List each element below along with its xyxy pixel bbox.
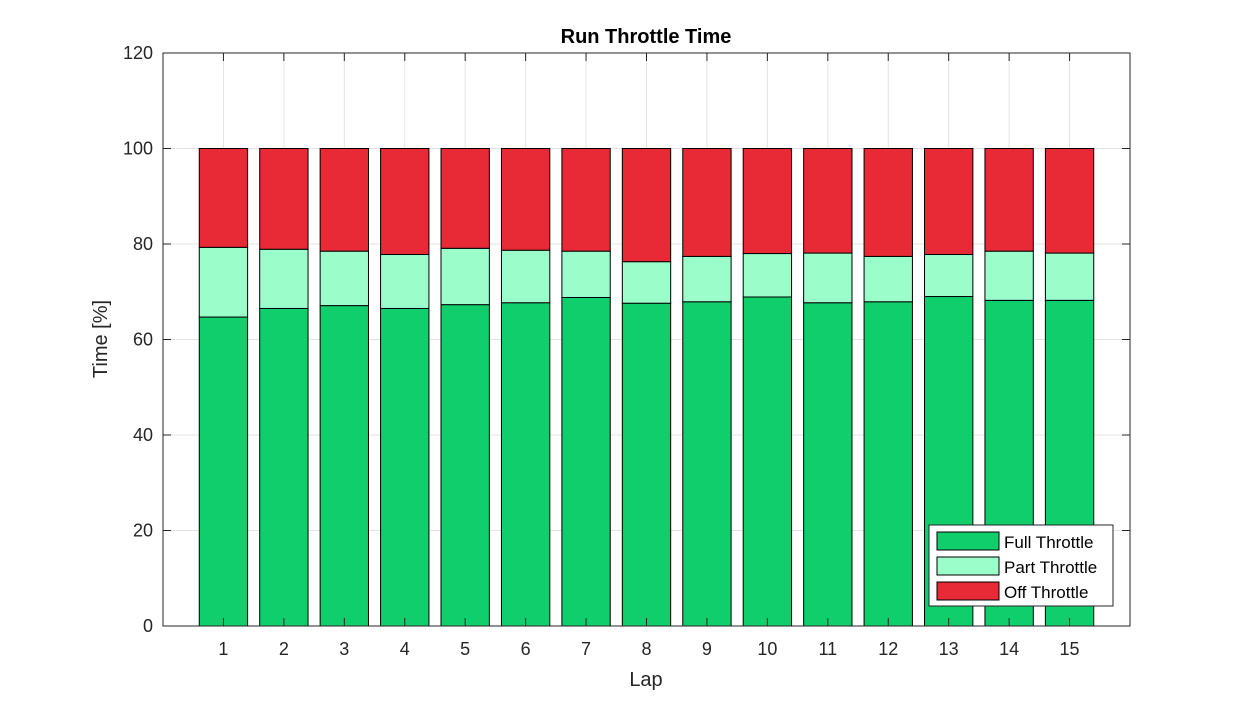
bar-off-throttle-lap-13 (924, 148, 974, 256)
bar-off-throttle-lap-2 (259, 148, 309, 250)
legend-swatch-part-throttle (936, 556, 1000, 576)
bar-part-throttle-lap-15 (1044, 252, 1095, 301)
legend-swatch-full-throttle (936, 531, 1000, 551)
bar-off-throttle-lap-10 (742, 148, 793, 255)
x-tick-label: 13 (939, 639, 959, 659)
x-axis-label: Lap (629, 669, 662, 691)
x-tick-label: 4 (400, 639, 410, 659)
bar-full-throttle-lap-6 (500, 302, 551, 627)
x-tick-label: 15 (1060, 639, 1080, 659)
x-tick-label: 2 (279, 639, 289, 659)
bar-part-throttle-lap-9 (682, 255, 732, 303)
legend-label-full-throttle: Full Throttle (1004, 533, 1093, 552)
x-tick-label: 12 (878, 639, 898, 659)
bar-full-throttle-lap-7 (561, 296, 611, 627)
axis-ticks (163, 52, 1130, 627)
bar-full-throttle-lap-11 (803, 302, 853, 627)
bar-full-throttle-lap-1 (198, 316, 249, 627)
x-tick-label: 14 (999, 639, 1019, 659)
bar-part-throttle-lap-13 (924, 254, 974, 298)
x-tick-label: 9 (702, 639, 712, 659)
bar-part-throttle-lap-5 (440, 247, 490, 306)
y-tick-labels: 0 20 40 60 80 100 120 (123, 43, 153, 636)
x-tick-label: 10 (757, 639, 777, 659)
bar-off-throttle-lap-7 (561, 148, 611, 252)
bar-full-throttle-lap-9 (682, 301, 732, 627)
bar-part-throttle-lap-3 (319, 250, 369, 307)
legend: Full Throttle Part Throttle Off Throttle (928, 524, 1114, 607)
legend-swatch-off-throttle (936, 581, 1000, 601)
bar-off-throttle-lap-11 (803, 148, 853, 254)
y-tick-label: 0 (143, 616, 153, 636)
bar-off-throttle-lap-12 (863, 148, 913, 257)
bar-off-throttle-lap-15 (1044, 148, 1095, 254)
x-tick-label: 3 (339, 639, 349, 659)
bar-full-throttle-lap-3 (319, 305, 369, 627)
bar-part-throttle-lap-1 (198, 246, 249, 318)
bar-off-throttle-lap-9 (682, 148, 732, 257)
bar-full-throttle-lap-10 (742, 296, 793, 627)
bar-part-throttle-lap-10 (742, 253, 793, 298)
legend-label-off-throttle: Off Throttle (1004, 583, 1088, 602)
bar-off-throttle-lap-1 (198, 148, 249, 248)
y-tick-label: 120 (123, 43, 153, 63)
bars (198, 148, 1095, 627)
bar-part-throttle-lap-14 (984, 250, 1034, 301)
legend-label-part-throttle: Part Throttle (1004, 558, 1097, 577)
bar-off-throttle-lap-8 (621, 148, 672, 263)
bar-part-throttle-lap-12 (863, 255, 913, 303)
y-tick-label: 80 (133, 234, 153, 254)
bar-part-throttle-lap-8 (621, 261, 672, 304)
chart-title: Run Throttle Time (561, 26, 732, 48)
x-tick-label: 8 (641, 639, 651, 659)
bar-part-throttle-lap-4 (380, 254, 430, 309)
x-tick-label: 7 (581, 639, 591, 659)
bar-off-throttle-lap-14 (984, 148, 1034, 252)
x-tick-label: 5 (460, 639, 470, 659)
bar-off-throttle-lap-4 (380, 148, 430, 256)
bar-full-throttle-lap-2 (259, 307, 309, 627)
y-tick-label: 100 (123, 139, 153, 159)
x-tick-label: 6 (521, 639, 531, 659)
y-tick-label: 20 (133, 521, 153, 541)
bar-part-throttle-lap-7 (561, 250, 611, 298)
bar-off-throttle-lap-6 (500, 148, 551, 251)
bar-part-throttle-lap-11 (803, 252, 853, 304)
y-tick-label: 40 (133, 425, 153, 445)
bar-full-throttle-lap-12 (863, 301, 913, 627)
bar-part-throttle-lap-2 (259, 248, 309, 309)
bar-full-throttle-lap-5 (440, 304, 490, 627)
x-tick-labels: 1 2 3 4 5 6 7 8 9 10 11 12 13 14 15 (218, 639, 1079, 659)
x-tick-label: 11 (818, 639, 837, 659)
y-tick-label: 60 (133, 330, 153, 350)
bar-full-throttle-lap-8 (621, 302, 672, 627)
bar-full-throttle-lap-4 (380, 307, 430, 627)
bar-part-throttle-lap-6 (500, 249, 551, 304)
y-axis-label: Time [%] (90, 300, 112, 378)
bar-off-throttle-lap-3 (319, 148, 369, 252)
x-tick-label: 1 (218, 639, 228, 659)
bar-off-throttle-lap-5 (440, 148, 490, 249)
